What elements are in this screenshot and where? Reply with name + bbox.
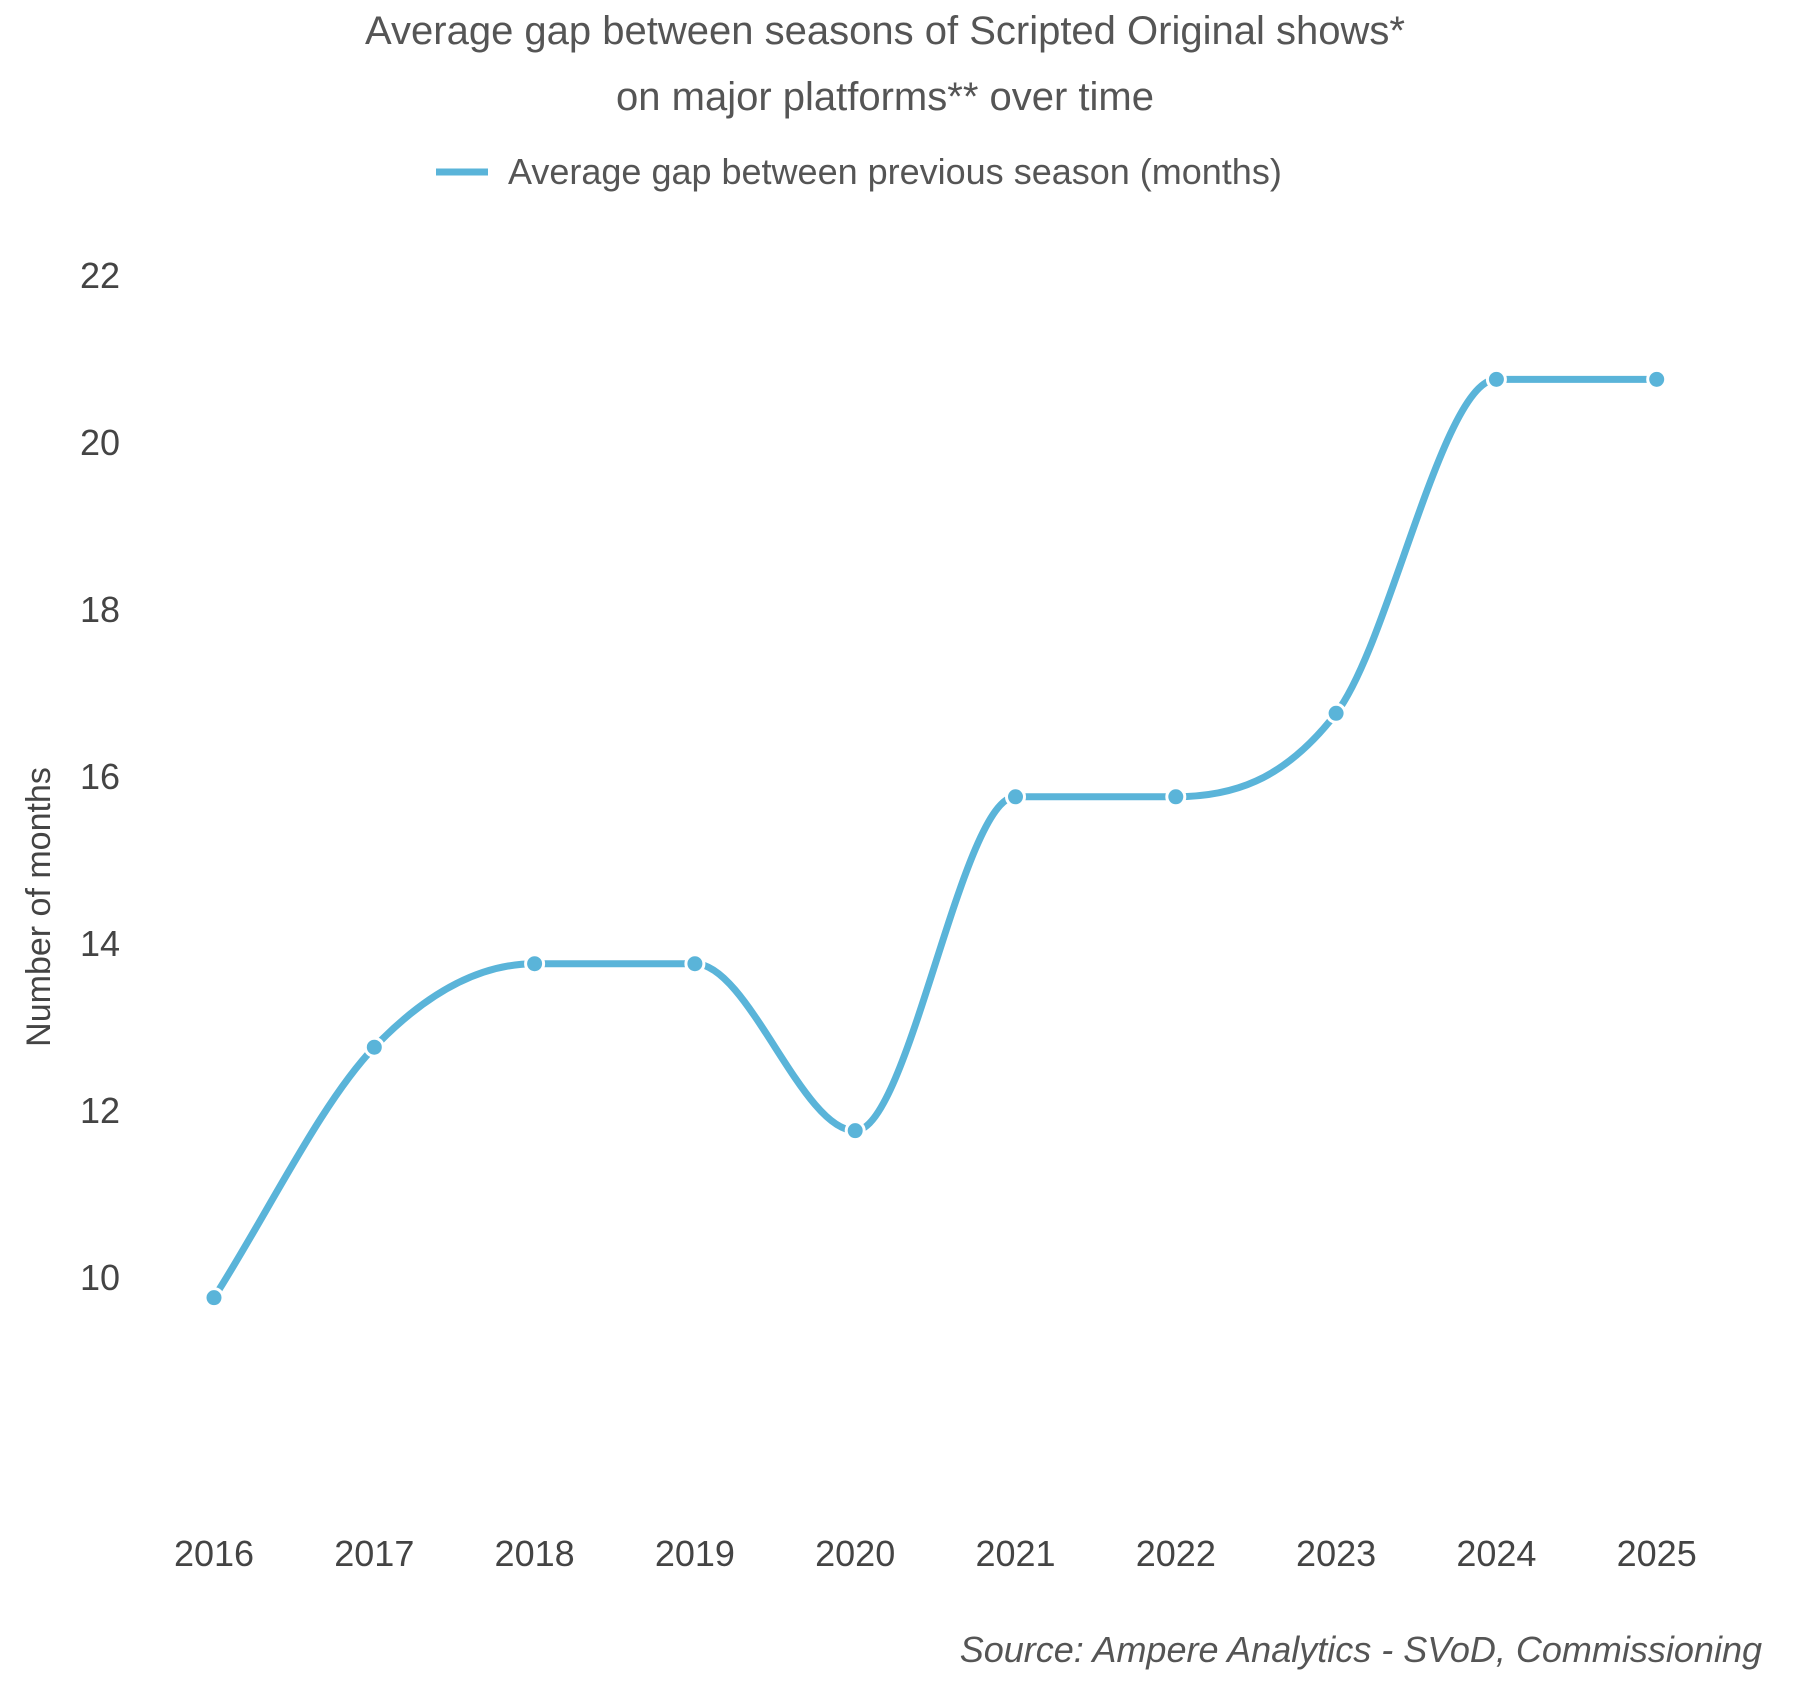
y-axis-ticks: 10 12 14 16 18 20 22 [80, 255, 120, 1298]
y-tick-label: 22 [80, 255, 120, 296]
data-point-2016 [203, 1287, 225, 1309]
y-tick-label: 14 [80, 923, 120, 964]
x-tick-label: 2023 [1296, 1533, 1376, 1574]
x-tick-label: 2020 [815, 1533, 895, 1574]
data-point-2025 [1646, 368, 1668, 390]
data-point-2020 [844, 1120, 866, 1142]
y-axis-label: Number of months [20, 767, 58, 1047]
x-tick-label: 2018 [495, 1533, 575, 1574]
source-note: Source: Ampere Analytics - SVoD, Commiss… [960, 1629, 1762, 1670]
y-tick-label: 20 [80, 422, 120, 463]
chart-title-line-2: on major platforms** over time [616, 75, 1154, 119]
chart-title: Average gap between seasons of Scripted … [365, 9, 1405, 119]
x-tick-label: 2017 [334, 1533, 414, 1574]
chart-title-line-1: Average gap between seasons of Scripted … [365, 9, 1405, 53]
x-tick-label: 2025 [1617, 1533, 1697, 1574]
y-tick-label: 12 [80, 1090, 120, 1131]
data-points [203, 368, 1668, 1309]
series-line [210, 375, 1661, 1302]
data-point-2022 [1165, 786, 1187, 808]
legend: Average gap between previous season (mon… [436, 151, 1282, 192]
data-point-2017 [363, 1036, 385, 1058]
y-tick-label: 16 [80, 756, 120, 797]
data-point-2018 [524, 953, 546, 975]
data-point-2021 [1005, 786, 1026, 808]
y-tick-label: 10 [80, 1257, 120, 1298]
x-tick-label: 2022 [1136, 1533, 1216, 1574]
data-point-2023 [1325, 702, 1347, 724]
data-point-2024 [1485, 368, 1507, 390]
x-tick-label: 2021 [975, 1533, 1055, 1574]
x-tick-label: 2016 [174, 1533, 254, 1574]
x-tick-label: 2019 [655, 1533, 735, 1574]
data-point-2019 [684, 953, 706, 975]
legend-label: Average gap between previous season (mon… [508, 151, 1282, 192]
x-tick-label: 2024 [1456, 1533, 1536, 1574]
x-axis-ticks: 2016 2017 2018 2019 2020 2021 2022 2023 2024 2025 [174, 1533, 1697, 1574]
y-tick-label: 18 [80, 589, 120, 630]
